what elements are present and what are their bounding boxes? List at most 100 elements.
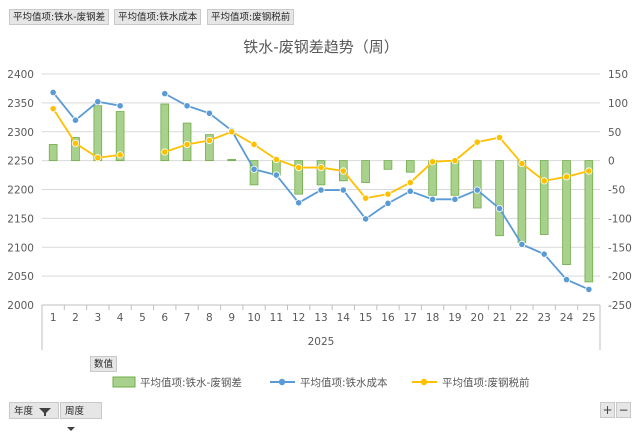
bar	[361, 160, 370, 183]
data-point	[428, 158, 437, 166]
filter-week-label: 周度	[65, 406, 85, 417]
data-point	[585, 285, 593, 294]
expand-button[interactable]: +	[600, 402, 615, 418]
data-point	[317, 186, 325, 194]
x-tick-label: 14	[337, 312, 351, 324]
data-point	[495, 204, 504, 213]
pivot-value-field-button[interactable]: 平均值项:铁水-废钢差	[9, 9, 110, 25]
data-point	[339, 167, 347, 175]
y-left-tick-label: 2200	[7, 185, 34, 197]
x-group-label: 2025	[308, 336, 335, 348]
bar	[205, 134, 214, 162]
filter-year-button[interactable]: 年度	[9, 402, 59, 419]
data-point	[451, 195, 459, 203]
x-tick-label: 12	[292, 312, 305, 324]
data-point	[161, 148, 169, 156]
data-point	[317, 163, 325, 172]
bar	[428, 160, 437, 196]
data-point	[339, 186, 347, 194]
y-right-tick-label: 100	[608, 98, 628, 110]
y-left-tick-label: 2100	[7, 242, 34, 254]
bar	[472, 160, 482, 209]
data-point	[406, 187, 414, 195]
data-point	[272, 171, 280, 179]
data-point	[205, 109, 213, 117]
x-tick-label: 3	[94, 312, 101, 324]
bar	[227, 159, 237, 162]
x-tick-label: 7	[184, 312, 191, 324]
dropdown-arrow-icon	[67, 426, 75, 431]
x-tick-label: 21	[493, 312, 506, 324]
y-left-tick-label: 2250	[7, 156, 34, 168]
bar	[93, 105, 103, 162]
y-left-tick-label: 2000	[7, 300, 34, 312]
y-right-tick-label: -50	[608, 185, 625, 197]
data-point	[183, 102, 191, 110]
bar	[383, 160, 393, 170]
data-point	[71, 139, 80, 147]
data-point	[295, 199, 303, 207]
data-point	[473, 186, 481, 194]
data-point	[272, 155, 280, 164]
data-point	[362, 215, 370, 223]
legend-swatch	[420, 378, 428, 386]
data-point	[518, 240, 526, 248]
x-tick-label: 16	[381, 312, 395, 324]
y-left-tick-label: 2350	[7, 98, 34, 110]
x-tick-label: 25	[582, 312, 595, 324]
x-tick-label: 22	[515, 312, 528, 324]
y-left-tick-label: 2300	[7, 127, 34, 139]
y-right-tick-label: -250	[608, 300, 632, 312]
data-point	[49, 88, 57, 97]
collapse-button[interactable]: −	[616, 402, 631, 418]
x-tick-label: 23	[538, 312, 551, 324]
values-area-label[interactable]: 数值	[90, 356, 118, 372]
data-point	[94, 98, 102, 106]
data-point	[116, 151, 124, 159]
bar	[517, 160, 527, 244]
data-point	[250, 140, 258, 149]
data-point	[228, 128, 236, 136]
series-line	[164, 92, 590, 291]
y-right-tick-label: -100	[608, 213, 632, 225]
x-tick-label: 17	[404, 312, 417, 324]
bar	[160, 103, 170, 162]
y-right-tick-label: -200	[608, 271, 632, 283]
data-point	[562, 275, 571, 284]
bar	[495, 160, 504, 237]
legend-label: 平均值项:铁水成本	[300, 376, 388, 389]
bar	[316, 160, 326, 186]
data-point	[71, 116, 80, 124]
data-point	[295, 163, 303, 172]
data-point	[161, 90, 169, 98]
series-line	[52, 108, 121, 159]
data-point	[362, 194, 370, 202]
data-point	[562, 173, 571, 181]
x-tick-label: 11	[270, 312, 283, 324]
y-left-tick-label: 2050	[7, 271, 34, 283]
bar	[539, 160, 549, 235]
data-point	[384, 199, 392, 207]
x-tick-label: 10	[247, 312, 260, 324]
filter-week-button[interactable]: 周度	[60, 402, 102, 431]
pivot-value-field-button[interactable]: 平均值项:铁水成本	[114, 9, 202, 25]
data-point	[585, 167, 593, 175]
filter-year-label: 年度	[14, 406, 34, 417]
data-point	[540, 177, 548, 185]
x-tick-label: 2	[72, 312, 79, 324]
x-tick-label: 9	[228, 312, 235, 324]
legend-label: 平均值项:废钢税前	[442, 376, 530, 389]
data-point	[540, 250, 548, 258]
data-point	[250, 165, 258, 173]
x-tick-label: 20	[471, 312, 484, 324]
data-point	[428, 195, 437, 203]
data-point	[406, 178, 414, 187]
bar	[294, 160, 303, 195]
bar	[71, 137, 80, 162]
data-point	[384, 190, 392, 198]
x-tick-label: 18	[426, 312, 439, 324]
x-tick-label: 19	[448, 312, 461, 324]
bar	[48, 144, 58, 162]
bar	[584, 160, 594, 283]
pivot-value-field-button[interactable]: 平均值项:废钢税前	[207, 9, 295, 25]
